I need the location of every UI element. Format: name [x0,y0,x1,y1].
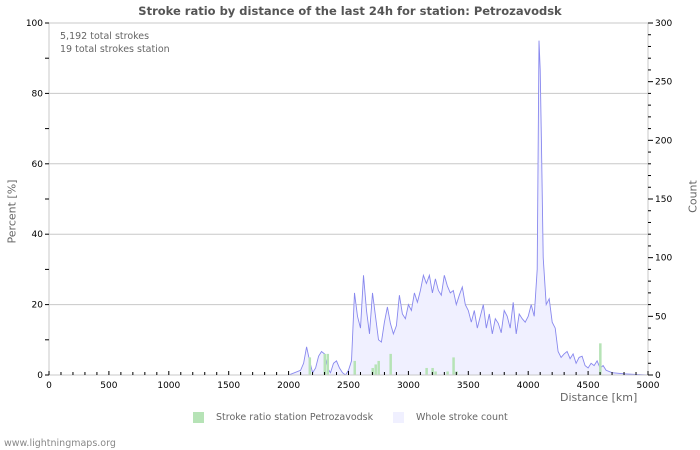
legend-label: Stroke ratio station Petrozavodsk [216,412,374,423]
svg-text:3500: 3500 [457,381,480,391]
x-axis-label: Distance [km] [560,391,638,404]
svg-text:4000: 4000 [517,381,540,391]
svg-text:300: 300 [655,19,672,29]
station-ratio-bars [308,343,602,375]
svg-text:1500: 1500 [217,381,240,391]
grid-lines [48,22,649,376]
ratio-bar [323,353,327,375]
ratio-bar [353,360,356,375]
total-strokes-text: 5,192 total strokes [60,31,150,42]
svg-text:50: 50 [655,312,667,322]
svg-text:3000: 3000 [397,381,420,391]
svg-text:0: 0 [655,371,661,381]
area-fill [288,40,648,375]
legend-swatch-green [193,412,204,423]
ratio-bar [374,364,377,375]
y-axis-right-label: Count [686,180,700,213]
axes: 0 500 1000 1500 2000 2500 3000 3500 4000 4500 5000… [26,19,673,391]
footer-credit: www.lightningmaps.org [4,438,116,449]
ratio-bar [599,343,602,375]
ratio-bar [389,353,392,375]
ratio-bar [308,357,312,375]
ratio-bar [431,367,434,375]
svg-text:250: 250 [655,78,672,88]
ratio-bar [371,367,374,375]
svg-text:80: 80 [32,89,44,99]
svg-text:0: 0 [37,371,43,381]
svg-text:500: 500 [100,381,117,391]
svg-text:20: 20 [32,301,44,311]
svg-text:200: 200 [655,136,672,146]
stats-annotation: 5,192 total strokes 19 total strokes sta… [60,30,170,56]
legend-label: Whole stroke count [416,412,508,423]
legend-item-whole-count: Whole stroke count [393,412,508,423]
y-axis-left-label: Percent [%] [5,179,19,244]
ratio-bar [326,353,330,375]
legend-item-station-ratio: Stroke ratio station Petrozavodsk [193,412,373,423]
station-strokes-text: 19 total strokes station [60,44,170,55]
area-line [288,40,649,376]
svg-text:150: 150 [655,195,672,205]
legend-swatch-lavender [393,412,404,423]
svg-text:5000: 5000 [637,381,660,391]
svg-text:1000: 1000 [157,381,180,391]
svg-text:100: 100 [26,19,43,29]
svg-text:0: 0 [46,381,52,391]
svg-text:2500: 2500 [337,381,360,391]
svg-text:2000: 2000 [277,381,300,391]
svg-text:40: 40 [32,230,44,240]
chart-title: Stroke ratio by distance of the last 24h… [138,4,562,18]
ratio-bar [446,371,449,375]
ratio-bar [425,367,428,375]
stroke-count-area [288,40,649,376]
svg-text:100: 100 [655,254,672,264]
ratio-bar [452,357,455,375]
ratio-bar [377,360,380,375]
svg-text:60: 60 [32,160,44,170]
svg-text:4500: 4500 [577,381,600,391]
ratio-bar [434,371,437,375]
